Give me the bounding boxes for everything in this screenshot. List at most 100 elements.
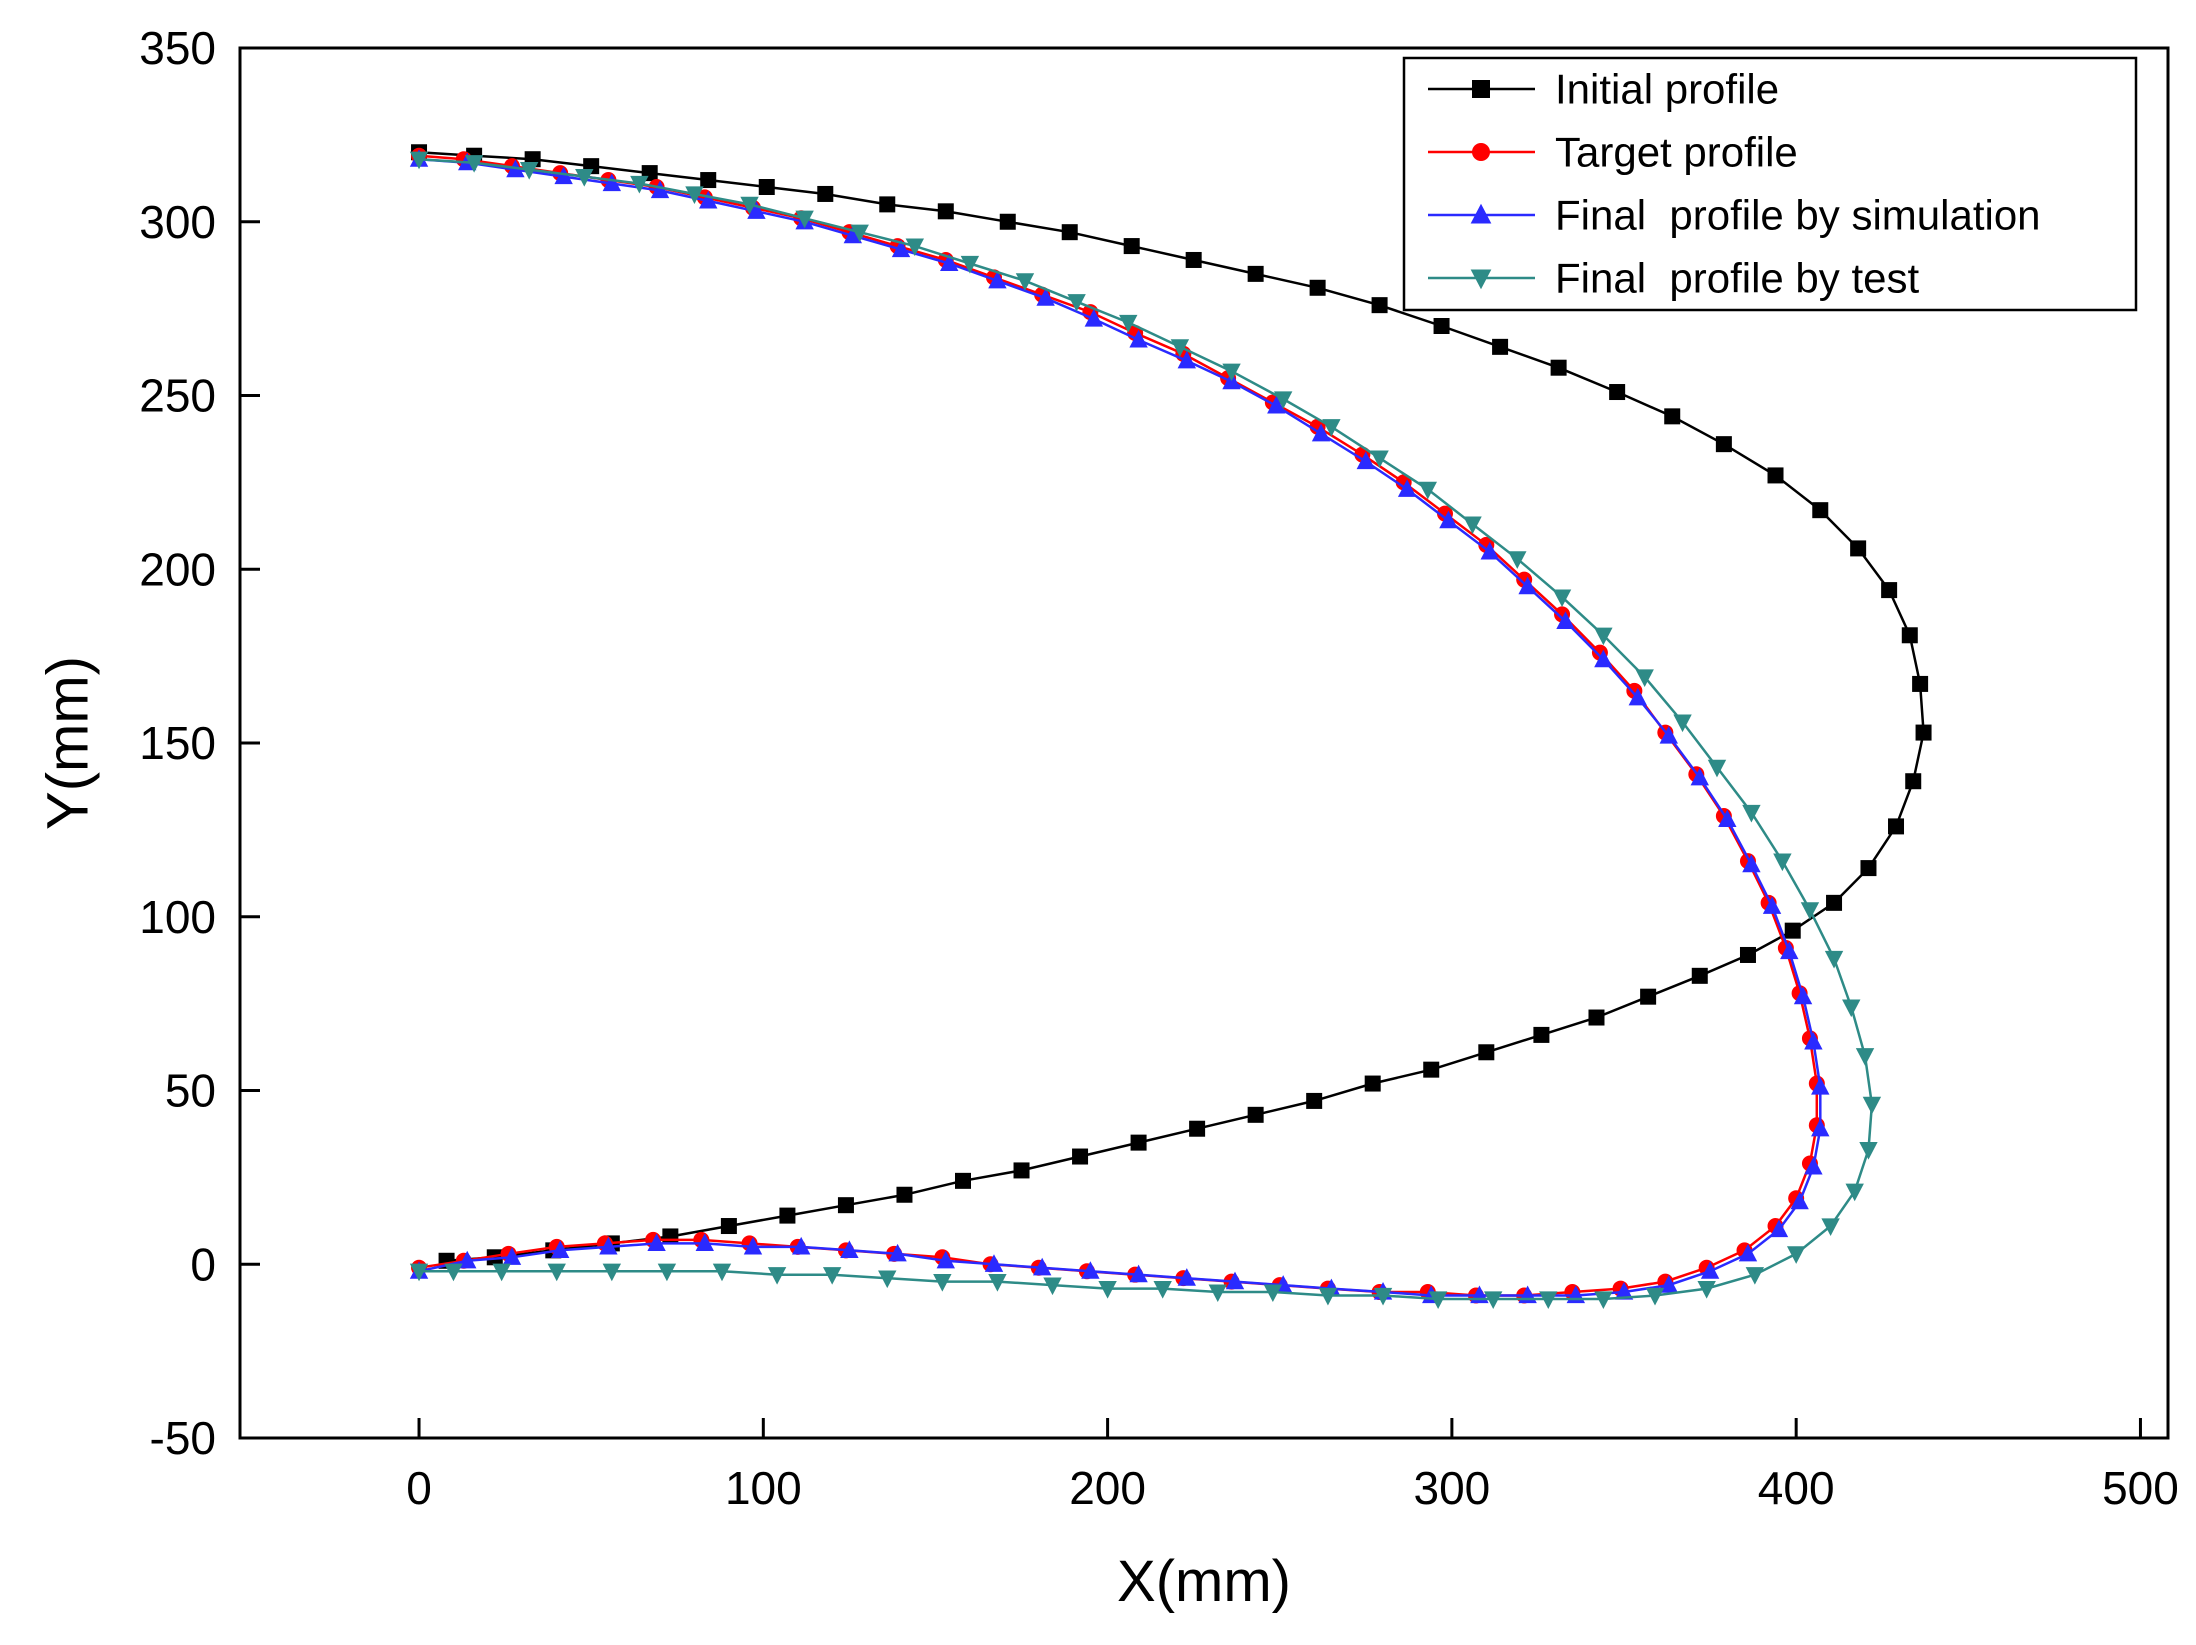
triangle-down-marker-icon	[1043, 1277, 1062, 1296]
series-line-target-profile	[418, 154, 1819, 1297]
triangle-down-marker-icon	[1119, 314, 1138, 333]
triangle-down-marker-icon	[1821, 1218, 1840, 1237]
triangle-up-marker-icon	[1356, 451, 1376, 470]
square-marker-icon	[1915, 724, 1932, 741]
x-tick-label: 0	[406, 1462, 432, 1514]
triangle-down-marker-icon	[740, 196, 759, 215]
triangle-up-marker-icon	[1177, 1268, 1196, 1286]
triangle-down-marker-icon	[1273, 391, 1293, 409]
square-marker-icon	[1247, 1106, 1264, 1123]
triangle-down-marker-icon	[905, 238, 924, 257]
square-marker-icon	[1061, 224, 1078, 241]
triangle-down-marker-icon	[685, 186, 704, 204]
square-marker-icon	[1691, 967, 1708, 984]
triangle-down-marker-icon	[1418, 481, 1437, 500]
triangle-down-marker-icon	[1859, 1141, 1878, 1160]
triangle-down-marker-icon	[1745, 1267, 1765, 1285]
square-marker-icon	[1123, 238, 1140, 255]
triangle-down-marker-icon	[878, 1270, 897, 1289]
square-marker-icon	[1550, 359, 1567, 376]
square-marker-icon	[1189, 1120, 1206, 1137]
legend-item-label: Target profile	[1555, 129, 1798, 176]
triangle-up-marker-icon	[1032, 1257, 1052, 1276]
triangle-down-marker-icon	[822, 1267, 842, 1285]
triangle-down-marker-icon	[1842, 999, 1861, 1018]
triangle-down-marker-icon	[1845, 1183, 1864, 1202]
square-marker-icon	[1533, 1026, 1550, 1043]
triangle-up-marker-icon	[840, 1240, 859, 1258]
triangle-up-marker-icon	[1790, 1191, 1809, 1210]
triangle-up-marker-icon	[1690, 767, 1709, 786]
legend-box	[1402, 56, 2138, 312]
y-tick-label: -50	[150, 1412, 216, 1464]
triangle-down-marker-icon	[547, 1263, 566, 1282]
legend-item-label: Final profile by test	[1555, 255, 1919, 302]
triangle-down-marker-icon	[1508, 551, 1527, 569]
series-target-profile	[411, 147, 1825, 1304]
square-marker-icon	[1247, 265, 1264, 282]
triangle-up-marker-icon	[1594, 649, 1613, 668]
triangle-up-marker-icon	[550, 1240, 570, 1258]
square-marker-icon	[1850, 540, 1867, 557]
x-axis-title: X(mm)	[1117, 1549, 1291, 1614]
legend-circle-icon	[1472, 143, 1490, 161]
triangle-up-marker-icon	[936, 1250, 955, 1269]
triangle-down-marker-icon	[1800, 902, 1820, 920]
triangle-down-marker-icon	[1067, 294, 1086, 312]
triangle-up-marker-icon	[988, 270, 1007, 289]
square-marker-icon	[779, 1207, 796, 1224]
square-marker-icon	[1306, 1092, 1323, 1109]
triangle-down-marker-icon	[1594, 1291, 1613, 1309]
triangle-up-marker-icon	[940, 253, 959, 272]
triangle-up-marker-icon	[1769, 1219, 1789, 1238]
triangle-down-marker-icon	[1098, 1280, 1117, 1299]
triangle-up-marker-icon	[1397, 479, 1417, 497]
triangle-up-marker-icon	[1780, 941, 1799, 960]
triangle-up-marker-icon	[695, 1233, 714, 1251]
triangle-down-marker-icon	[933, 1274, 952, 1292]
y-tick-label: 0	[190, 1238, 216, 1290]
square-marker-icon	[1185, 251, 1202, 268]
triangle-down-marker-icon	[602, 1263, 622, 1282]
square-marker-icon	[1423, 1061, 1440, 1078]
triangle-down-marker-icon	[1373, 1287, 1393, 1306]
triangle-up-marker-icon	[1614, 1282, 1634, 1300]
square-marker-icon	[817, 185, 834, 202]
y-tick-label: 350	[139, 22, 216, 74]
square-marker-icon	[1826, 894, 1843, 911]
triangle-down-marker-icon	[1463, 516, 1482, 535]
triangle-up-marker-icon	[1804, 1156, 1823, 1175]
triangle-down-marker-icon	[1370, 450, 1389, 469]
y-axis-title: Y(mm)	[35, 656, 101, 830]
triangle-up-marker-icon	[1480, 541, 1499, 560]
legend-item-label: Initial profile	[1555, 66, 1779, 113]
triangle-down-marker-icon	[1153, 1280, 1172, 1299]
square-marker-icon	[955, 1172, 971, 1189]
triangle-down-marker-icon	[1170, 339, 1190, 357]
triangle-down-marker-icon	[767, 1267, 787, 1285]
triangle-down-marker-icon	[1263, 1284, 1283, 1303]
triangle-down-marker-icon	[1594, 627, 1613, 646]
triangle-up-marker-icon	[502, 1247, 522, 1265]
triangle-up-marker-icon	[650, 180, 670, 199]
square-marker-icon	[1905, 773, 1922, 790]
series-initial-profile	[411, 144, 1932, 1269]
triangle-up-marker-icon	[891, 239, 911, 258]
legend-item: Initial profile	[1428, 66, 1779, 113]
square-marker-icon	[837, 1197, 854, 1214]
triangle-down-marker-icon	[1773, 853, 1792, 872]
triangle-up-marker-icon	[888, 1243, 907, 1262]
triangle-up-marker-icon	[1556, 611, 1575, 629]
square-marker-icon	[1901, 627, 1918, 644]
triangle-up-marker-icon	[1081, 1261, 1100, 1279]
x-tick-label: 500	[2102, 1462, 2179, 1514]
triangle-down-marker-icon	[850, 224, 869, 243]
square-marker-icon	[1881, 582, 1898, 599]
square-marker-icon	[1492, 338, 1509, 355]
triangle-down-marker-icon	[1539, 1291, 1558, 1309]
triangle-up-marker-icon	[1036, 288, 1055, 306]
triangle-down-marker-icon	[575, 168, 594, 187]
square-marker-icon	[1664, 408, 1681, 425]
square-marker-icon	[1371, 297, 1388, 314]
triangle-up-marker-icon	[1311, 423, 1331, 442]
